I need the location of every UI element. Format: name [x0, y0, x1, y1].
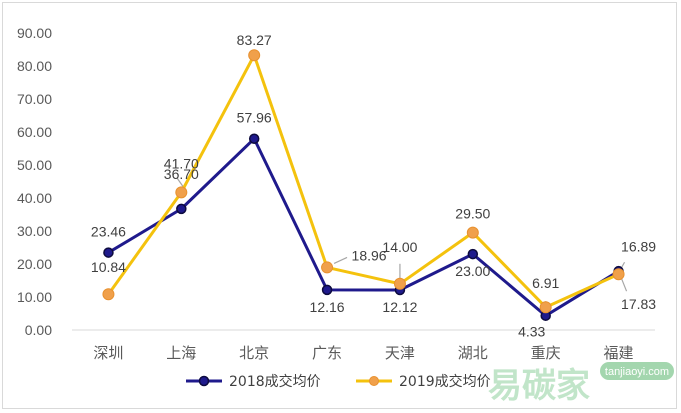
axis-layer: 0.00 10.00 20.00 30.00 40.00 50.00 60.00 70.00 8…	[17, 25, 655, 362]
data-labels: 23.46 36.70 57.96 12.16 12.12 23.00 4.33 17.83 1…	[91, 32, 656, 340]
data-label-2019: 14.00	[382, 239, 417, 255]
legend-marker-2019	[369, 376, 379, 386]
data-point-2018	[176, 203, 187, 215]
x-tick-label: 北京	[239, 344, 269, 362]
x-tick-label: 天津	[385, 344, 415, 362]
legend-label-2019: 2019成交均价	[399, 373, 491, 390]
x-tick-label: 重庆	[531, 344, 561, 362]
data-label-2018: 4.33	[518, 324, 545, 340]
data-label-2018: 12.12	[382, 299, 417, 315]
data-label-2019: 6.91	[532, 275, 559, 291]
data-point-2018	[467, 248, 479, 260]
data-point-2018	[103, 247, 114, 258]
y-tick-label: 90.00	[17, 25, 52, 41]
x-tick-label: 深圳	[93, 344, 123, 362]
watermark-logo-text: 易碳家	[488, 366, 590, 406]
data-label-2019: 83.27	[237, 32, 272, 48]
data-point-2018	[248, 133, 260, 144]
x-tick-label: 福建	[604, 344, 634, 362]
legend-item-2018: 2018成交均价	[186, 373, 321, 390]
data-label-2019: 16.89	[621, 238, 656, 254]
y-tick-label: 80.00	[17, 58, 52, 74]
chart-frame	[2, 2, 677, 409]
data-point-2019	[539, 301, 552, 314]
data-label-2019: 41.70	[164, 155, 199, 171]
data-label-2018: 12.16	[310, 299, 345, 315]
y-tick-label: 0.00	[25, 322, 52, 338]
label-leader-line	[333, 256, 348, 264]
watermark-url-text: tanjiaoyi.com	[605, 366, 669, 378]
data-point-2019	[466, 226, 479, 239]
data-label-2018: 57.96	[237, 110, 272, 126]
x-tick-label: 广东	[312, 344, 342, 362]
y-tick-label: 60.00	[17, 124, 52, 140]
y-tick-label: 30.00	[17, 223, 52, 239]
data-label-2018: 23.00	[455, 263, 490, 279]
x-tick-label: 湖北	[458, 344, 488, 362]
data-point-2018	[321, 284, 333, 296]
data-label-2018: 23.46	[91, 224, 126, 240]
data-point-2019	[102, 288, 115, 301]
data-point-2019	[175, 186, 188, 199]
watermark-url-badge	[600, 362, 674, 380]
series-line-2019	[106, 53, 621, 309]
legend-marker-2018	[198, 375, 210, 387]
data-point-2019	[612, 268, 625, 281]
watermark: 易碳家 tanjiaoyi.com	[488, 362, 674, 406]
series-layer	[102, 49, 625, 321]
y-tick-label: 20.00	[17, 256, 52, 272]
data-label-2018: 36.70	[164, 166, 199, 182]
legend-item-2019: 2019成交均价	[356, 373, 491, 390]
data-point-2019	[321, 261, 334, 274]
data-label-2019: 29.50	[455, 206, 490, 222]
y-tick-label: 70.00	[17, 91, 52, 107]
y-tick-label: 10.00	[17, 289, 52, 305]
legend-label-2018: 2018成交均价	[229, 373, 321, 390]
y-tick-label: 50.00	[17, 157, 52, 173]
data-point-2019	[393, 277, 406, 290]
y-tick-label: 40.00	[17, 190, 52, 206]
x-tick-label: 上海	[166, 344, 196, 362]
series-line-2018	[106, 137, 621, 318]
legend: 2018成交均价 2019成交均价	[186, 373, 491, 390]
data-label-2019: 10.84	[91, 259, 126, 275]
data-label-2018: 17.83	[621, 296, 656, 312]
data-point-2019	[248, 49, 261, 62]
data-label-2019: 18.96	[352, 247, 387, 263]
